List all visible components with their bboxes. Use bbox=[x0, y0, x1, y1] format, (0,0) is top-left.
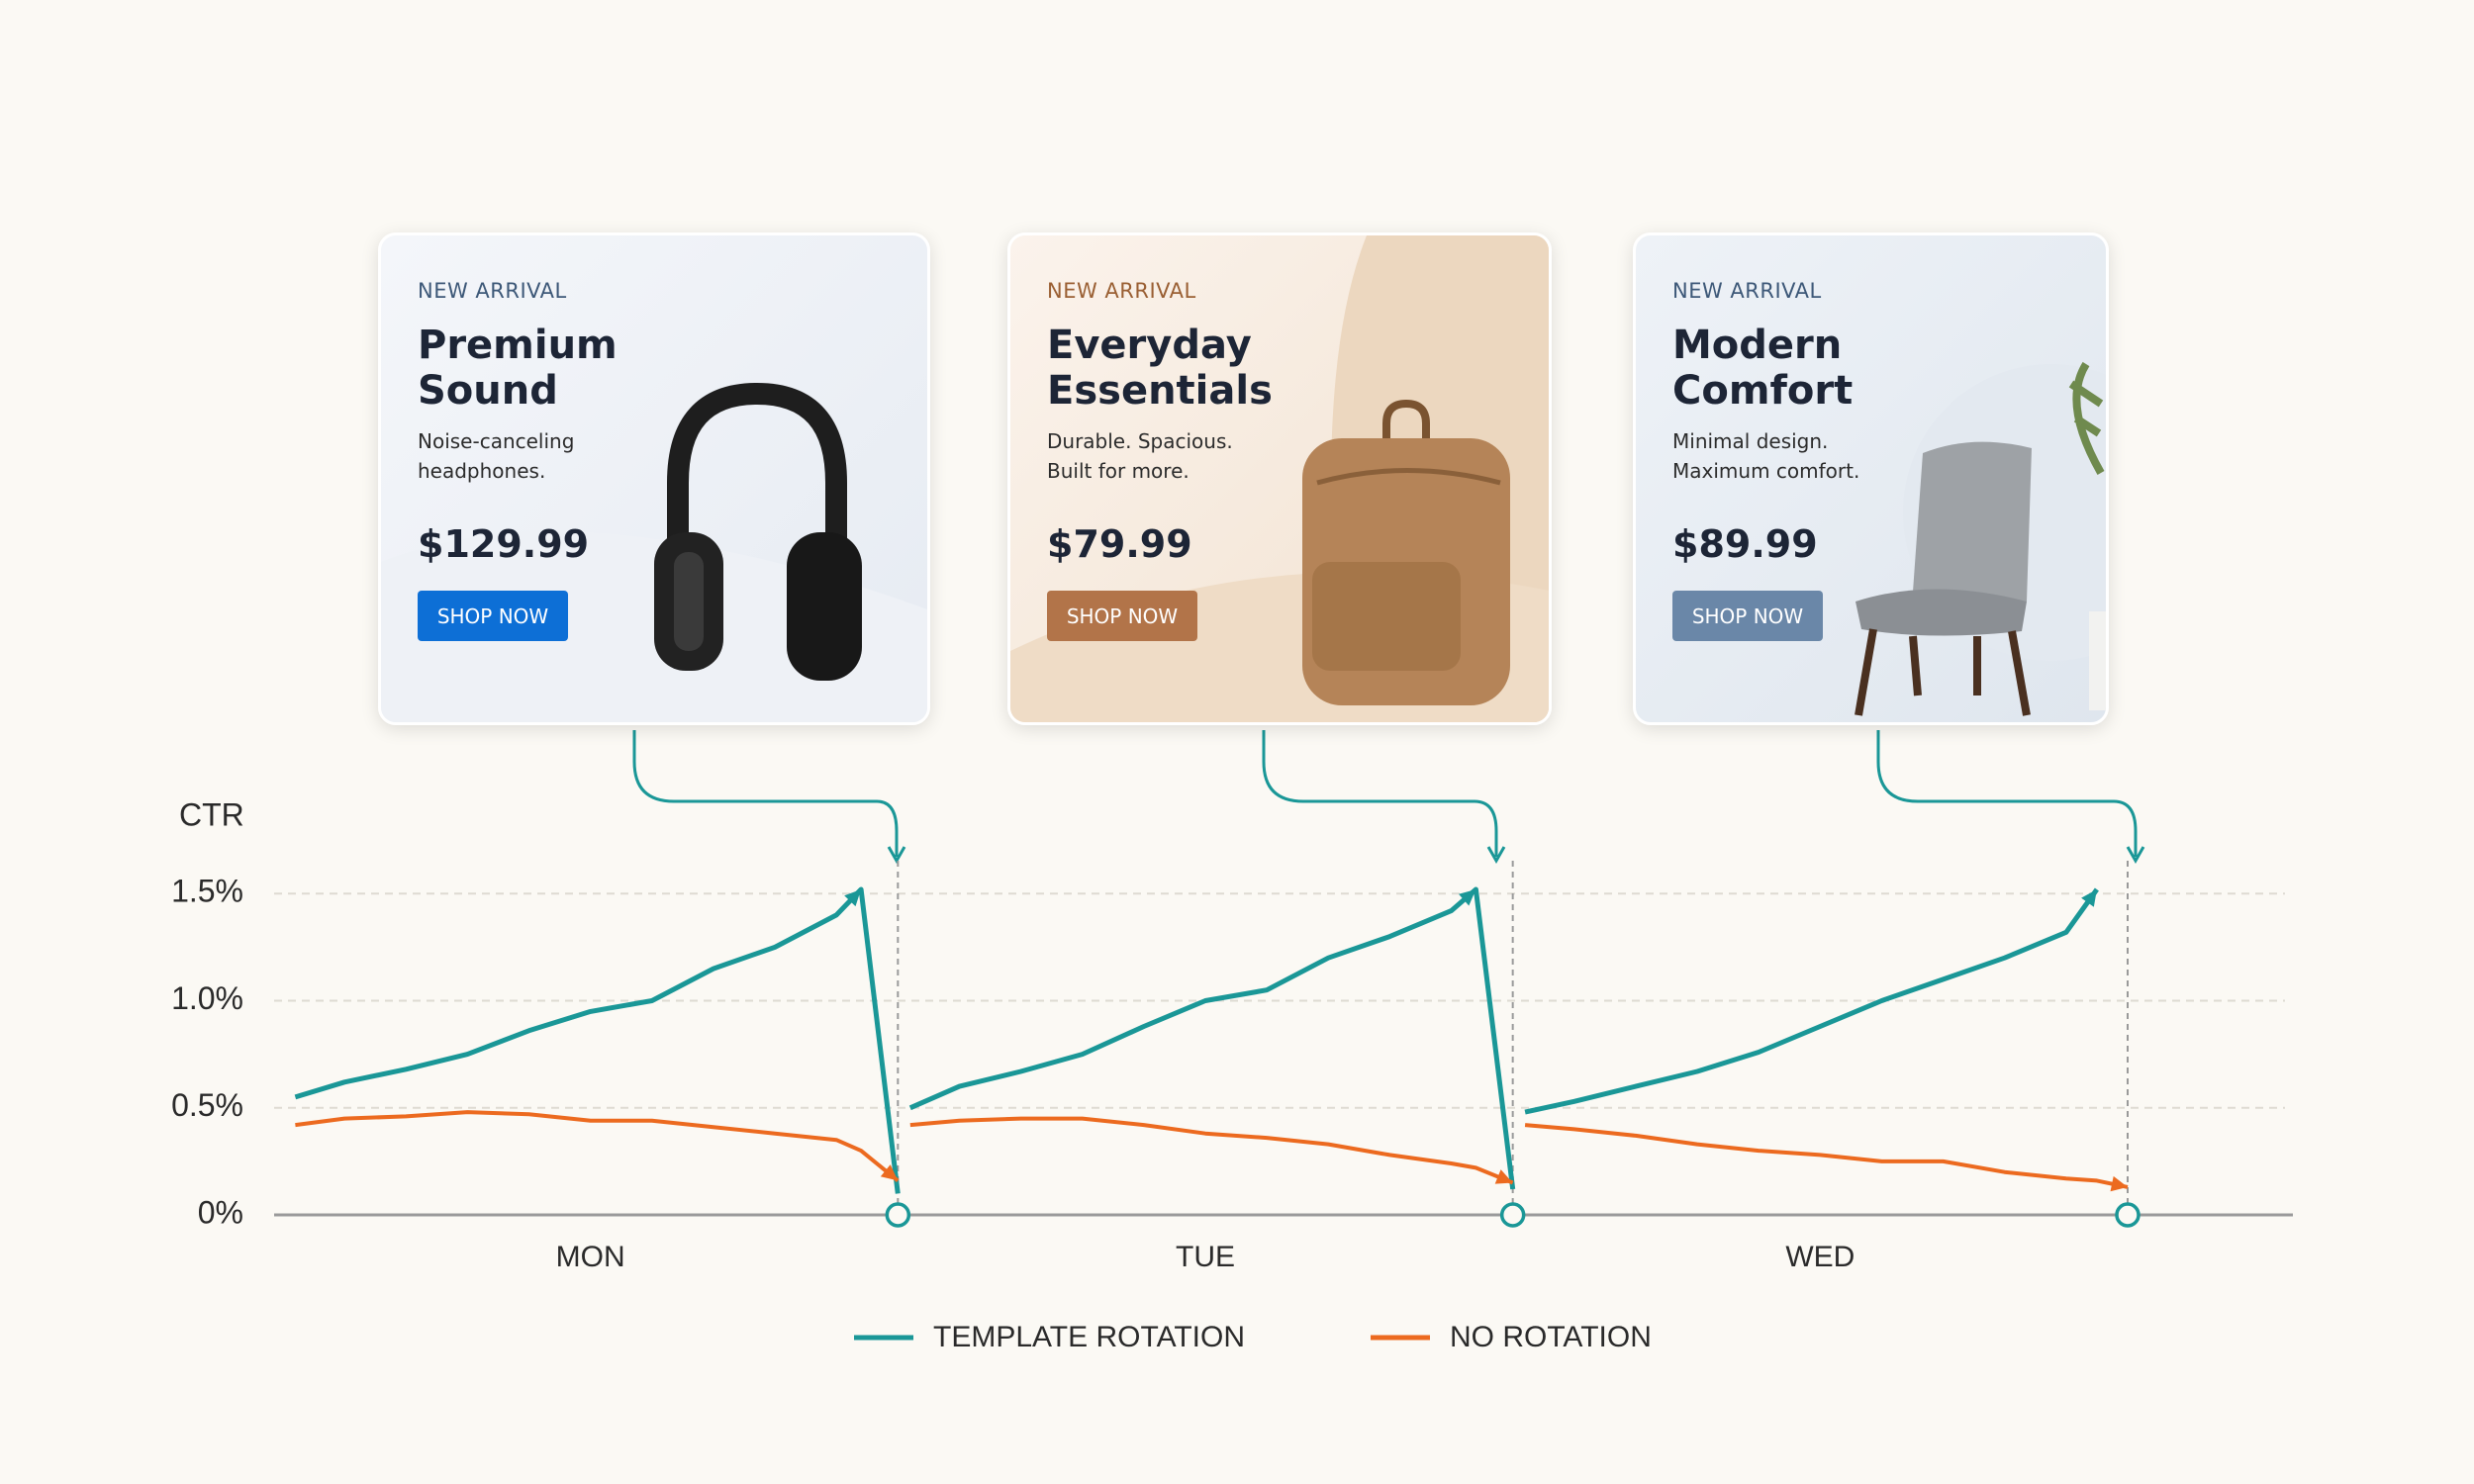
price: $79.99 bbox=[1047, 522, 1192, 566]
y-tick-label: 1.0% bbox=[171, 980, 243, 1016]
title-line: Modern bbox=[1672, 323, 1843, 368]
shop-now-button[interactable]: SHOP NOW bbox=[1672, 591, 1823, 641]
legend-label: TEMPLATE ROTATION bbox=[933, 1321, 1245, 1353]
arrowhead bbox=[1486, 846, 1506, 865]
card-description: Noise-canceling headphones. bbox=[418, 426, 574, 486]
description-line: Built for more. bbox=[1047, 459, 1189, 483]
card-title: Everyday Essentials bbox=[1047, 323, 1273, 414]
eyebrow: NEW ARRIVAL bbox=[1047, 279, 1196, 303]
y-tick-label: 1.5% bbox=[171, 874, 243, 909]
ad-card: NEW ARRIVAL Everyday Essentials Durable. … bbox=[1007, 232, 1552, 725]
card-title: Modern Comfort bbox=[1672, 323, 1853, 414]
connector bbox=[632, 730, 899, 857]
day-end-marker bbox=[2115, 1202, 2141, 1228]
chair-image bbox=[1855, 361, 2106, 716]
card-description: Durable. Spacious. Built for more. bbox=[1047, 426, 1233, 486]
legend-label: NO ROTATION bbox=[1450, 1321, 1652, 1353]
x-tick-label: MON bbox=[556, 1241, 625, 1273]
shop-now-button[interactable]: SHOP NOW bbox=[418, 591, 568, 641]
description-line: Durable. Spacious. bbox=[1047, 429, 1233, 453]
title-line: Comfort bbox=[1672, 368, 1854, 414]
card-title: Premium Sound bbox=[418, 323, 618, 414]
y-tick-label: 0.5% bbox=[171, 1087, 243, 1123]
day-end-marker bbox=[1499, 1202, 1526, 1228]
ad-card: NEW ARRIVAL Modern Comfort Minimal design… bbox=[1633, 232, 2109, 725]
backpack-image bbox=[1010, 235, 1549, 722]
arrowhead bbox=[1459, 888, 1476, 906]
description-line: Noise-canceling bbox=[418, 429, 575, 453]
description-line: headphones. bbox=[418, 459, 546, 483]
ad-card: NEW ARRIVAL Premium Sound Noise-canceling… bbox=[378, 232, 930, 725]
price: $89.99 bbox=[1672, 522, 1818, 566]
eyebrow: NEW ARRIVAL bbox=[418, 279, 567, 303]
connector bbox=[1876, 730, 2138, 857]
y-tick-label: 0% bbox=[198, 1194, 243, 1230]
arrowhead bbox=[2110, 1175, 2128, 1192]
headphones-image bbox=[381, 382, 927, 722]
description-line: Maximum comfort. bbox=[1672, 459, 1860, 483]
title-line: Sound bbox=[418, 368, 558, 414]
arrowhead bbox=[2126, 846, 2145, 865]
x-tick-label: WED bbox=[1785, 1241, 1855, 1273]
arrowhead bbox=[1494, 1169, 1513, 1184]
arrowhead bbox=[880, 1164, 899, 1181]
title-line: Essentials bbox=[1047, 368, 1273, 414]
arrowhead bbox=[887, 846, 906, 865]
arrowhead bbox=[2081, 888, 2097, 907]
eyebrow: NEW ARRIVAL bbox=[1672, 279, 1822, 303]
card-description: Minimal design. Maximum comfort. bbox=[1672, 426, 1859, 486]
card-connectors bbox=[632, 730, 2145, 865]
arrowhead bbox=[844, 888, 862, 907]
x-tick-label: TUE bbox=[1176, 1241, 1235, 1273]
series-line bbox=[294, 886, 2099, 1194]
day-end-marker bbox=[885, 1202, 911, 1228]
shop-now-button[interactable]: SHOP NOW bbox=[1047, 591, 1197, 641]
y-axis-label: CTR bbox=[179, 796, 244, 832]
series-line bbox=[295, 1110, 2129, 1189]
description-line: Minimal design. bbox=[1672, 429, 1829, 453]
title-line: Everyday bbox=[1047, 323, 1252, 368]
price: $129.99 bbox=[418, 522, 590, 566]
connector bbox=[1262, 730, 1498, 857]
title-line: Premium bbox=[418, 323, 618, 368]
